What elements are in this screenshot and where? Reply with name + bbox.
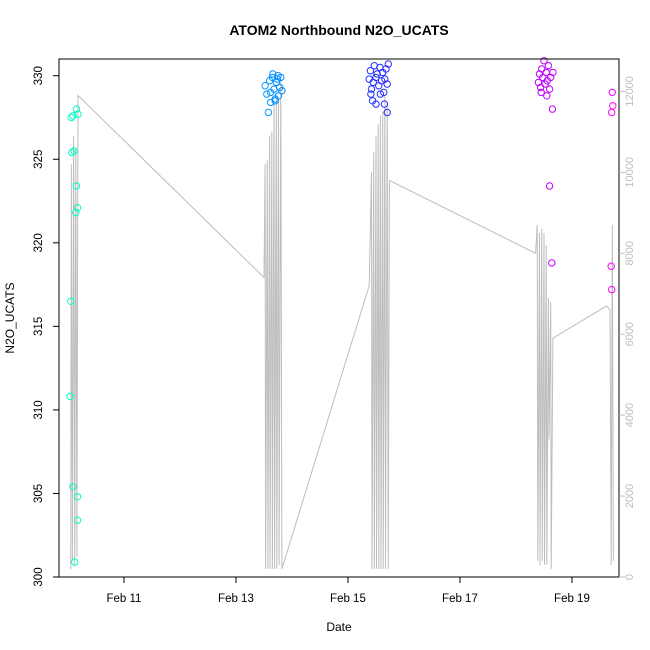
right-y-tick-label: 10000: [624, 157, 636, 188]
data-point: [272, 78, 280, 87]
data-point: [261, 82, 269, 90]
y-tick-label: 310: [33, 400, 45, 419]
data-point: [68, 148, 76, 157]
x-tick-label: Feb 13: [218, 593, 254, 605]
x-tick-label: Feb 17: [442, 593, 478, 605]
data-point: [71, 558, 79, 566]
data-point: [384, 60, 392, 68]
y-tick-label: 320: [33, 233, 45, 252]
data-point: [543, 92, 551, 100]
n2o-series: [66, 57, 617, 566]
data-point: [545, 182, 554, 190]
y-tick-label: 330: [33, 66, 45, 85]
data-point: [383, 108, 391, 117]
right-y-tick-label: 6000: [624, 322, 636, 346]
plot-frame: [58, 58, 620, 578]
x-tick-label: Feb 15: [330, 593, 366, 605]
right-y-tick-label: 12000: [624, 76, 636, 107]
data-point: [372, 100, 380, 108]
right-y-tick-label: 0: [624, 574, 636, 580]
data-point: [264, 108, 273, 117]
data-point: [549, 68, 557, 77]
altitude-series: [70, 79, 614, 570]
data-point: [271, 97, 279, 105]
data-point: [376, 90, 385, 98]
data-point: [380, 88, 388, 97]
data-point: [547, 73, 555, 82]
x-tick-label: Feb 11: [106, 593, 141, 605]
y-axis: 300 305 310 315 320 325 330: [33, 66, 59, 587]
data-point: [366, 67, 375, 75]
x-axis: Feb 11 Feb 13 Feb 15 Feb 17 Feb 19: [106, 577, 590, 605]
data-point: [66, 392, 74, 401]
data-point: [383, 80, 391, 88]
data-point: [608, 108, 616, 117]
x-axis-label: Date: [326, 620, 352, 634]
data-point: [544, 61, 553, 70]
data-point: [73, 204, 82, 212]
y-tick-label: 325: [33, 150, 45, 169]
data-point: [548, 259, 556, 267]
right-y-tick-label: 8000: [624, 241, 636, 265]
data-point: [278, 87, 286, 95]
y-tick-label: 300: [33, 567, 45, 586]
data-point: [380, 100, 389, 108]
data-point: [267, 98, 275, 107]
altitude-line: [70, 79, 614, 570]
data-point: [69, 112, 77, 120]
right-y-tick-label: 4000: [624, 403, 636, 427]
data-point: [73, 516, 82, 524]
data-point: [72, 105, 81, 113]
data-point: [274, 92, 283, 100]
y-tick-label: 315: [33, 317, 45, 336]
y-tick-label: 305: [33, 484, 45, 503]
data-point: [609, 102, 617, 110]
right-y-tick-label: 2000: [624, 484, 636, 508]
data-point: [67, 113, 76, 122]
data-point: [540, 57, 548, 65]
data-point: [608, 285, 616, 294]
data-point: [277, 73, 285, 82]
data-point: [273, 75, 282, 83]
data-point: [72, 209, 80, 217]
x-tick-label: Feb 19: [554, 593, 590, 605]
data-point: [269, 70, 277, 78]
chart-title: ATOM2 Northbound N2O_UCATS: [229, 22, 448, 38]
data-point: [74, 110, 82, 118]
data-point: [548, 105, 557, 113]
data-point: [72, 182, 81, 190]
data-point: [537, 88, 545, 97]
data-point: [534, 78, 543, 87]
right-y-axis: 0 2000 4000 6000 8000 10000 12000: [619, 76, 636, 580]
data-point: [367, 85, 376, 93]
data-point: [69, 483, 77, 491]
data-point: [372, 73, 380, 82]
data-point: [607, 262, 615, 270]
data-point: [608, 88, 616, 97]
data-point: [67, 297, 75, 305]
data-point: [73, 493, 82, 501]
y-axis-label: N2O_UCATS: [3, 282, 17, 353]
data-point: [70, 147, 78, 155]
data-point: [263, 90, 271, 98]
data-point: [545, 85, 554, 93]
data-point: [365, 75, 373, 83]
data-point: [367, 90, 375, 98]
